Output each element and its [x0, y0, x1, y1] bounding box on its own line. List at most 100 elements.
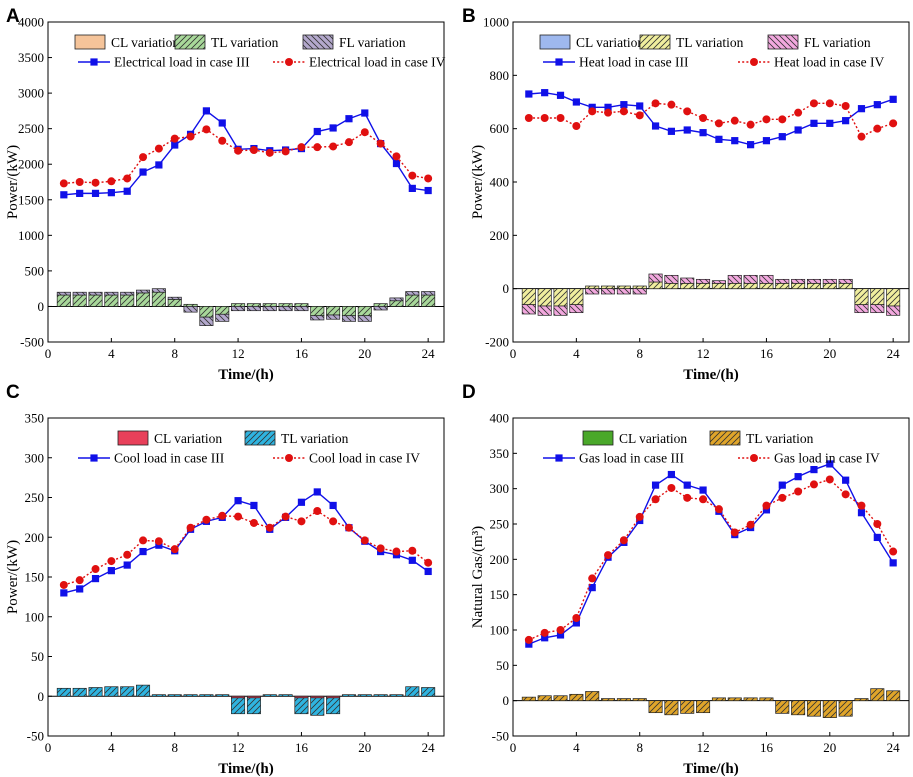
data-point-square	[747, 141, 755, 149]
bar-tl-variation	[521, 696, 536, 702]
bar-tl-variation	[262, 694, 277, 697]
bar-tl-variation	[104, 686, 119, 697]
legend-label: TL variation	[746, 431, 814, 446]
data-point-circle	[841, 102, 850, 110]
series-line-case-iv	[63, 128, 429, 185]
data-point-circle	[540, 114, 549, 122]
bar-tl-variation	[537, 695, 552, 702]
bar-tl-variation	[183, 694, 198, 697]
data-point-circle	[123, 550, 132, 559]
x-tick-label: 4	[108, 740, 115, 755]
data-point-circle	[540, 628, 549, 637]
bar-tl-variation	[389, 694, 404, 697]
legend-swatch	[174, 34, 206, 50]
series-line-case-iii	[63, 109, 429, 196]
data-point-square	[715, 135, 723, 143]
bar-fl-variation	[421, 291, 436, 296]
bar-tl-variation	[632, 285, 647, 290]
legend-label: TL variation	[281, 431, 349, 446]
bar-tl-variation	[537, 288, 552, 307]
x-axis-title: Time/(h)	[218, 367, 274, 383]
y-tick-label: 150	[25, 570, 45, 585]
bar-tl-variation	[310, 697, 325, 716]
x-tick-label: 0	[510, 740, 517, 755]
series-line-case-iii	[63, 491, 429, 594]
bar-tl-variation	[341, 306, 356, 317]
legend-label: CL variation	[111, 35, 179, 50]
bar-fl-variation	[151, 288, 166, 293]
y-tick-label: -500	[20, 335, 44, 350]
legend-swatch	[117, 430, 149, 446]
bar-fl-variation	[838, 278, 853, 284]
bar-tl-variation	[120, 294, 135, 307]
data-point-circle	[556, 626, 565, 634]
x-tick-label: 12	[697, 740, 710, 755]
data-point-square	[91, 574, 100, 583]
data-point-square	[778, 481, 786, 489]
bar-tl-variation	[886, 288, 901, 307]
data-point-circle	[873, 520, 882, 528]
data-point-square	[345, 115, 353, 123]
bar-tl-variation	[231, 697, 246, 715]
bar-tl-variation	[373, 694, 388, 697]
data-point-circle	[619, 107, 628, 116]
data-point-square	[171, 141, 179, 149]
bar-fl-variation	[88, 291, 103, 296]
data-point-square	[604, 103, 612, 111]
bar-tl-variation	[711, 282, 726, 290]
data-point-circle	[408, 171, 417, 180]
data-point-square	[250, 501, 258, 510]
y-tick-label: 0	[38, 299, 45, 314]
x-tick-label: 24	[422, 346, 436, 361]
y-tick-label: 0	[503, 281, 510, 296]
x-tick-label: 16	[760, 346, 774, 361]
bar-fl-variation	[262, 306, 277, 312]
data-point-square	[636, 102, 644, 110]
bar-fl-variation	[553, 305, 568, 316]
bar-tl-variation	[326, 697, 341, 715]
data-point-square	[731, 137, 739, 145]
data-point-circle	[762, 501, 771, 510]
data-point-circle	[297, 517, 306, 526]
x-axis-title: Time/(h)	[218, 761, 274, 777]
bar-tl-variation	[759, 697, 774, 702]
data-point-circle	[667, 100, 676, 109]
y-tick-label: 400	[490, 411, 510, 426]
data-point-circle	[218, 511, 227, 520]
data-point-circle	[809, 480, 818, 489]
data-point-circle	[604, 551, 613, 560]
data-point-circle	[218, 136, 227, 145]
data-point-square	[525, 90, 533, 98]
data-point-circle	[424, 174, 433, 183]
data-point-square	[620, 101, 628, 109]
data-point-square	[123, 561, 131, 569]
legend-swatch	[767, 34, 799, 50]
data-point-circle	[699, 114, 708, 122]
bar-tl-variation	[806, 700, 821, 717]
data-point-square	[857, 105, 866, 113]
data-point-square	[588, 584, 596, 592]
bar-tl-variation	[791, 700, 806, 716]
bar-tl-variation	[120, 686, 135, 697]
legend-label: FL variation	[339, 35, 406, 50]
bar-tl-variation	[854, 288, 869, 306]
data-point-circle	[107, 557, 116, 566]
legend-label: Gas load in case III	[579, 451, 684, 466]
data-point-circle	[825, 99, 834, 108]
bar-tl-variation	[262, 303, 277, 307]
bar-tl-variation	[136, 684, 151, 697]
bar-tl-variation	[215, 694, 230, 697]
bar-fl-variation	[711, 280, 726, 284]
data-point-square	[667, 470, 675, 479]
data-point-circle	[556, 114, 565, 122]
y-tick-label: 300	[25, 450, 45, 465]
plot-frame	[512, 417, 910, 737]
bar-fl-variation	[373, 306, 388, 311]
bar-fl-variation	[727, 274, 742, 284]
data-point-circle	[809, 99, 818, 108]
data-point-circle	[825, 475, 834, 484]
data-point-circle	[202, 515, 211, 524]
data-point-circle	[619, 536, 628, 545]
data-point-square	[541, 634, 549, 642]
